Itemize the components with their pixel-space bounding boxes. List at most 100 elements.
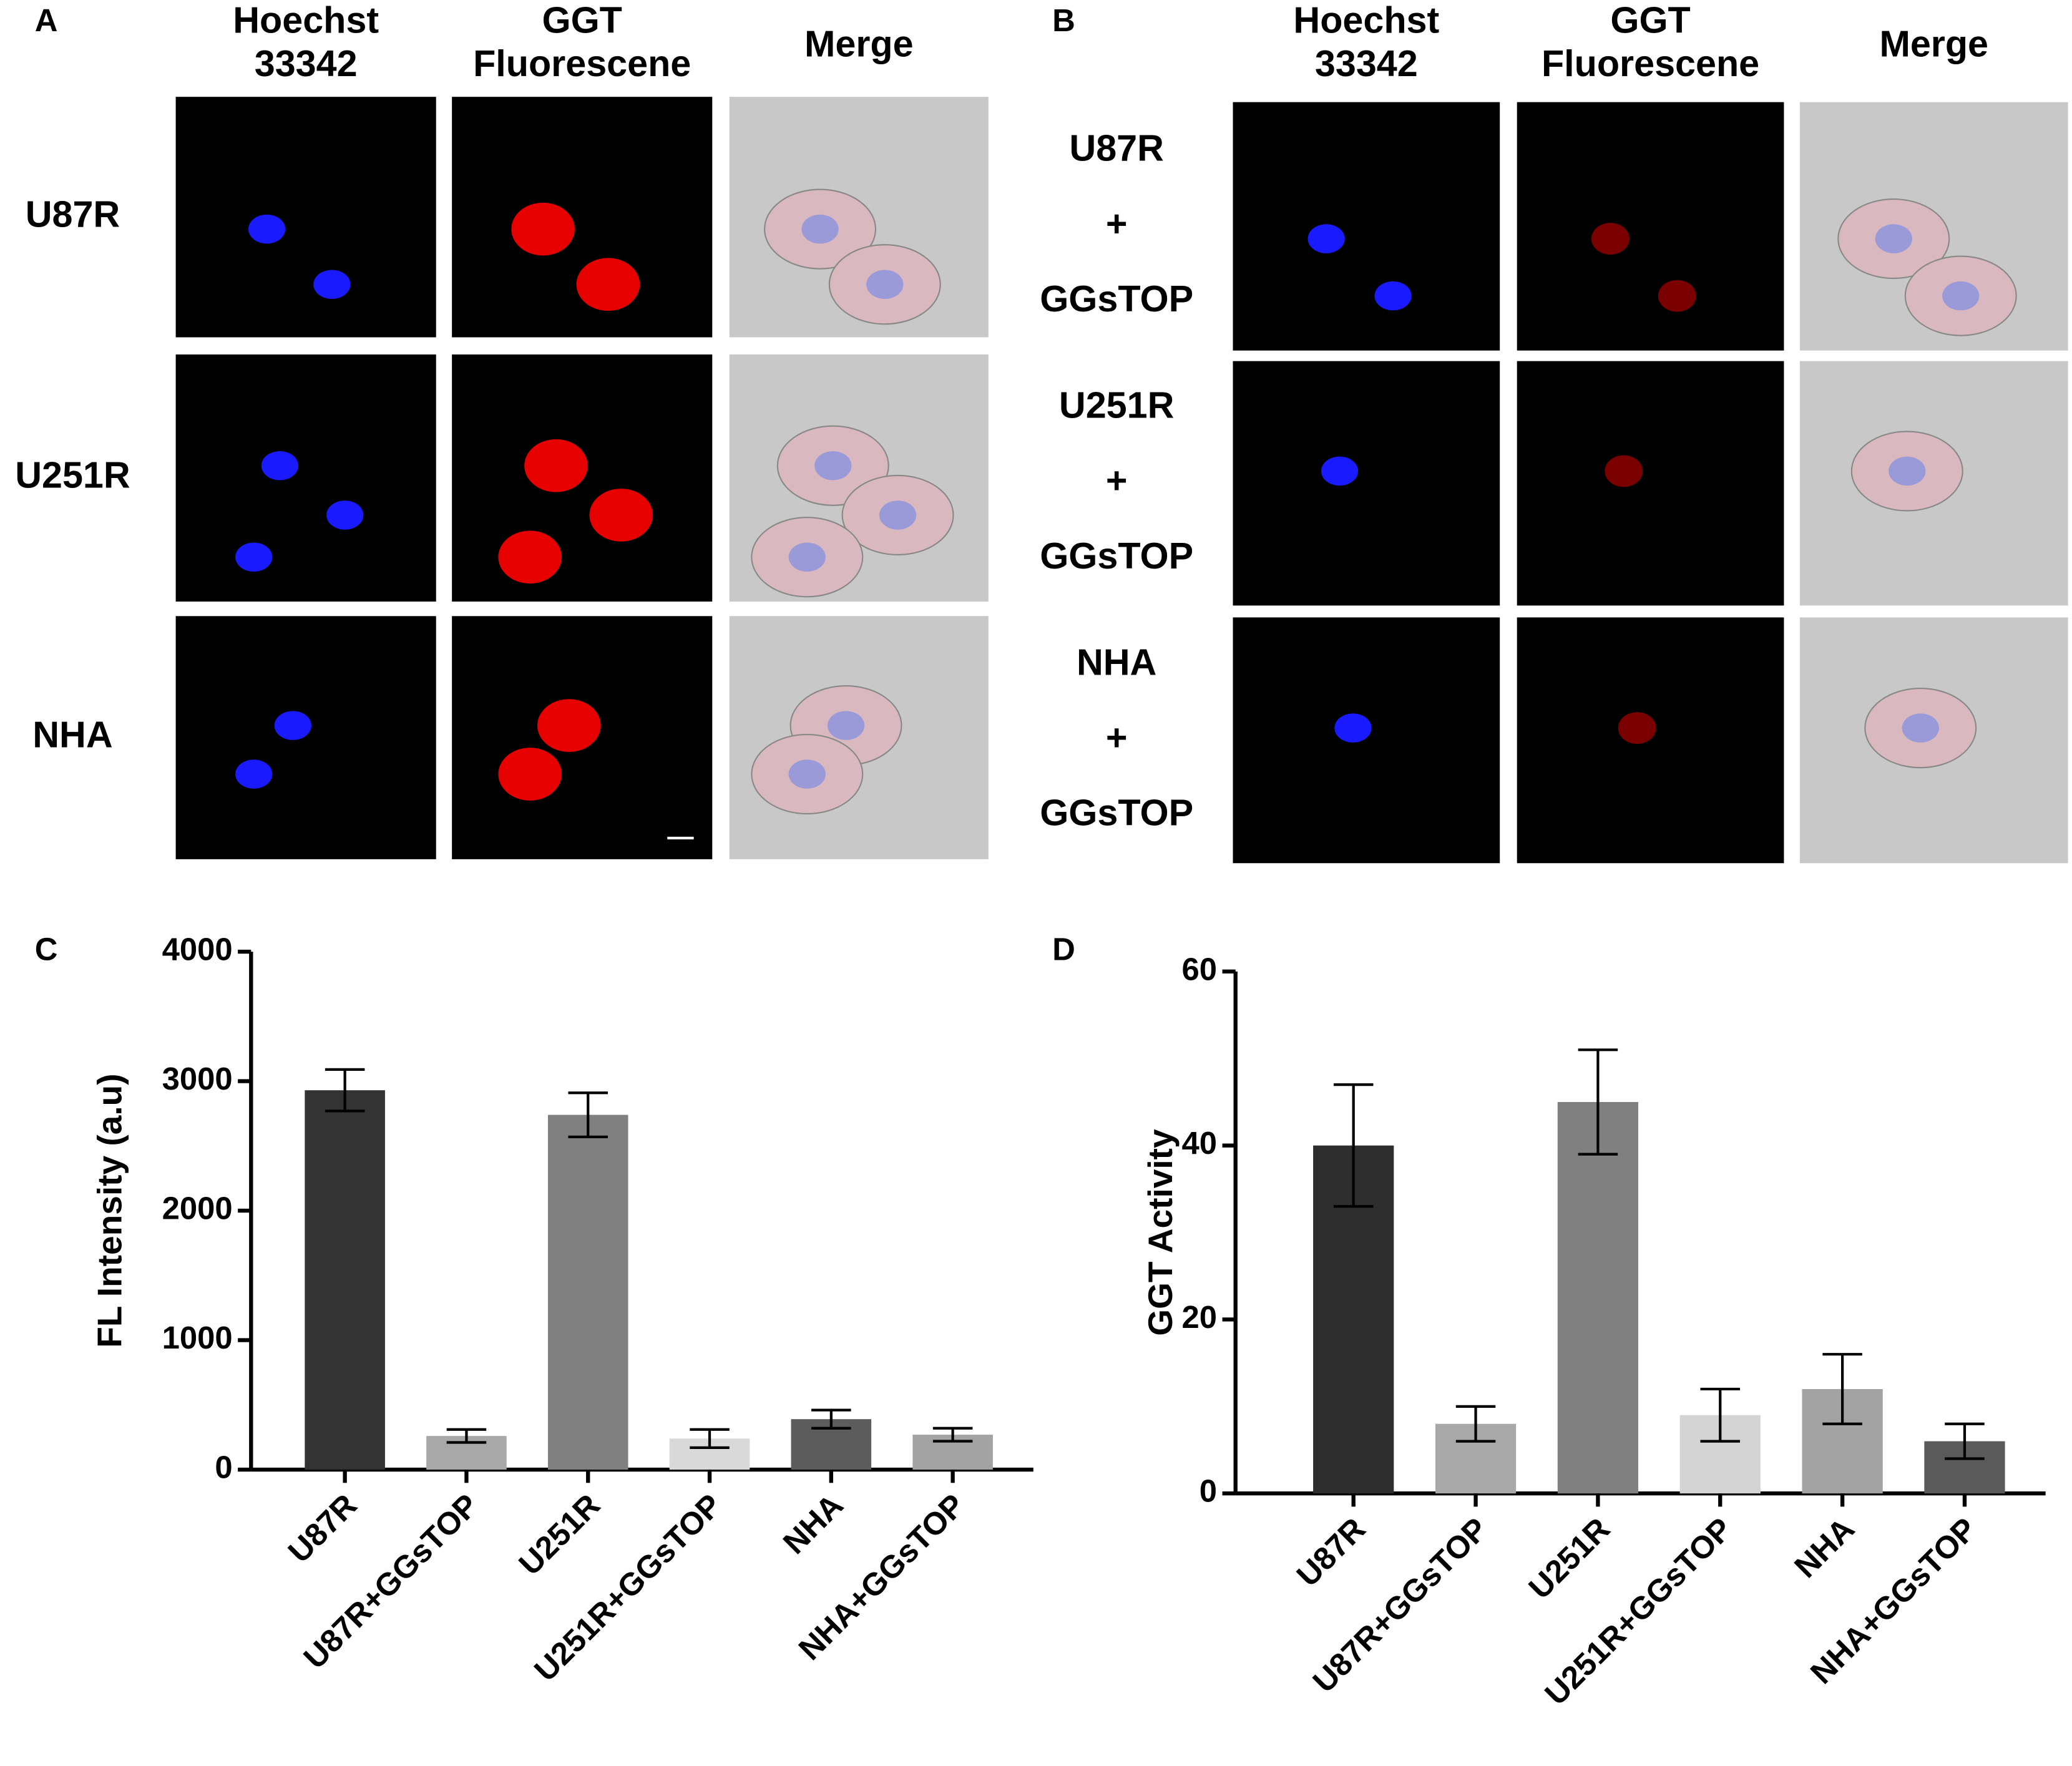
error-bar (1578, 1048, 1618, 1156)
column-header: 33342 (1315, 42, 1418, 84)
nucleus-merge (1902, 713, 1939, 743)
ggt-signal (1658, 280, 1696, 312)
error-bar (325, 1068, 365, 1113)
row-label: U251R (15, 454, 130, 496)
row-label: + (1106, 716, 1128, 758)
bar (305, 1090, 385, 1470)
nucleus (1307, 224, 1345, 253)
column-header: Hoechst (233, 0, 379, 41)
y-tick-label: 20 (1182, 1299, 1218, 1335)
y-axis-label: FL Intensity (a.u) (90, 1073, 129, 1347)
row-label: NHA (1077, 641, 1156, 683)
error-bar (690, 1428, 730, 1449)
nucleus-merge (879, 500, 917, 530)
nucleus (1374, 281, 1412, 311)
micrograph (452, 97, 713, 338)
error-bar (1945, 1422, 1985, 1460)
x-tick-label: U251R (512, 1487, 607, 1582)
nucleus-merge (788, 759, 826, 789)
nucleus (248, 214, 286, 244)
nucleus (235, 759, 273, 789)
ggt-signal (576, 258, 640, 311)
panel-label: C (35, 932, 58, 967)
x-tick-label: U87R (1290, 1511, 1372, 1593)
y-tick-label: 2000 (162, 1191, 233, 1226)
y-tick-label: 3000 (162, 1061, 233, 1096)
error-bar (1333, 1083, 1374, 1208)
nucleus-merge (788, 542, 826, 572)
x-tick-label: U251R (1522, 1511, 1616, 1606)
ggt-signal (589, 489, 653, 542)
nucleus-merge (801, 214, 839, 244)
nucleus (1334, 713, 1372, 743)
nucleus-merge (1942, 281, 1980, 311)
bar (1557, 1101, 1639, 1494)
error-bar (1455, 1405, 1496, 1443)
panel-label: B (1052, 2, 1075, 38)
column-header: GGT (542, 0, 622, 41)
ggt-signal (511, 202, 575, 256)
y-tick-label: 40 (1182, 1125, 1218, 1161)
panel-label: D (1052, 932, 1075, 967)
nucleus (261, 451, 299, 481)
micrograph (1517, 617, 1784, 864)
row-label: U87R (26, 193, 120, 235)
column-header: Hoechst (1293, 0, 1439, 41)
y-tick-label: 0 (1200, 1473, 1217, 1509)
column-header: Fluorescene (1542, 42, 1759, 84)
micrograph (1233, 617, 1500, 864)
x-tick-label: NHA (776, 1487, 850, 1561)
nucleus-merge (1889, 456, 1926, 486)
nucleus (1321, 456, 1359, 486)
ggt-signal (1618, 712, 1656, 744)
error-bar (446, 1428, 487, 1444)
column-header: 33342 (255, 42, 358, 84)
row-label: + (1106, 202, 1128, 244)
micrograph (1517, 102, 1784, 351)
micrograph (175, 354, 436, 602)
micrograph (1233, 102, 1500, 351)
ggt-signal (498, 748, 562, 801)
micrograph (1517, 361, 1784, 606)
column-header: Merge (1879, 22, 1988, 64)
nucleus (274, 711, 311, 740)
y-axis-label: GGT Activity (1141, 1129, 1180, 1336)
x-tick-label: U87R (281, 1487, 363, 1569)
nucleus-merge (814, 451, 852, 481)
nucleus-merge (827, 711, 865, 740)
row-label: U87R (1069, 127, 1164, 169)
micrograph (175, 616, 436, 859)
row-label: GGsTOP (1040, 278, 1193, 320)
nucleus (326, 500, 364, 530)
nucleus (313, 270, 351, 300)
error-bar (811, 1408, 851, 1430)
micrograph (1233, 361, 1500, 606)
column-header: GGT (1610, 0, 1690, 41)
nucleus-merge (1875, 224, 1912, 253)
row-label: NHA (32, 714, 112, 756)
ggt-signal (524, 439, 588, 492)
ggt-signal (1591, 223, 1630, 255)
column-header: Fluorescene (473, 42, 691, 84)
row-label: + (1106, 459, 1128, 501)
ggt-signal (498, 530, 562, 584)
y-tick-label: 4000 (162, 932, 233, 967)
error-bar (1700, 1387, 1741, 1443)
nucleus (235, 542, 273, 572)
nucleus-merge (866, 270, 904, 300)
error-bar (932, 1427, 973, 1443)
ggt-signal (537, 699, 601, 752)
column-header: Merge (804, 22, 914, 64)
panel-label: A (35, 2, 58, 38)
row-label: GGsTOP (1040, 792, 1193, 834)
error-bar (568, 1091, 608, 1138)
ggt-signal (1605, 455, 1643, 487)
y-tick-label: 0 (215, 1450, 232, 1485)
micrograph (175, 97, 436, 338)
y-tick-label: 60 (1182, 951, 1218, 987)
x-tick-label: NHA (1787, 1511, 1861, 1584)
row-label: U251R (1059, 384, 1174, 426)
row-label: GGsTOP (1040, 535, 1193, 577)
